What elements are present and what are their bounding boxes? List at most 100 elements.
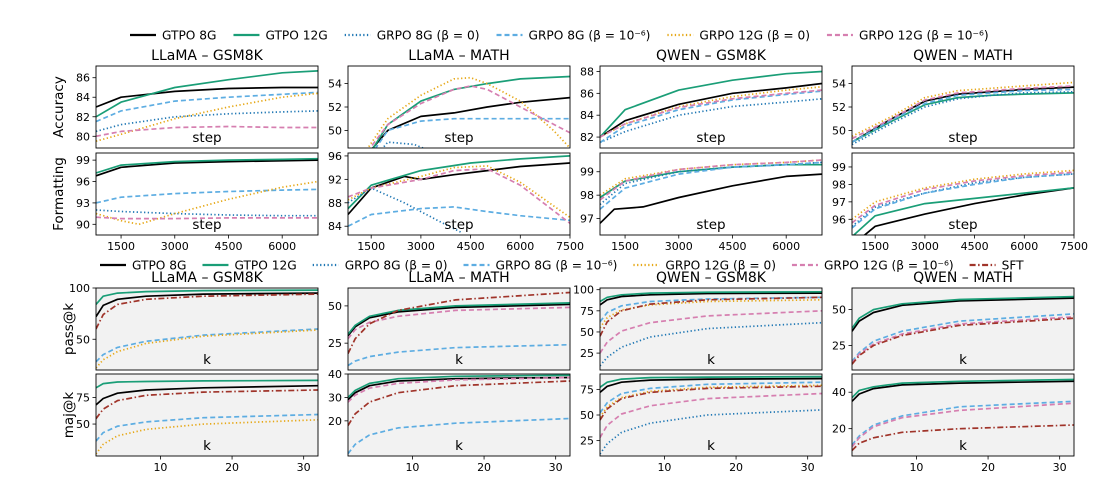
series-group <box>852 378 1074 452</box>
series-line-grpo-12g-0 <box>96 180 318 226</box>
axes-frame <box>347 152 571 236</box>
x-tick-label: 20 <box>981 461 995 474</box>
y-tick-label: 100 <box>69 282 90 295</box>
panel-accuracy-llama-math: 50 52 54 step LLaMA – MATH <box>328 48 571 149</box>
series-line-sft <box>600 296 822 337</box>
series-group <box>96 70 318 143</box>
y-tick-label: 52 <box>832 101 846 114</box>
panel-maj-llama-math: 20 30 40 10 20 30 k <box>328 368 571 474</box>
legend-label: GTPO 12G <box>234 259 296 273</box>
plot-area <box>348 288 570 370</box>
series-line-grpo-12g-0 <box>600 298 822 329</box>
y-tick-label: 75 <box>580 305 594 318</box>
panel-accuracy-llama-gsm8k: 80 82 84 86 step LLaMA – GSM8K <box>76 48 319 149</box>
series-line-gtpo-12g <box>852 187 1074 235</box>
x-tick-label: 10 <box>405 461 419 474</box>
inner-axis-label: step <box>444 130 473 146</box>
series-line-grpo-12g-10 <box>600 392 822 439</box>
series-line-gtpo-8g <box>600 82 822 138</box>
series-line-sft <box>96 389 318 420</box>
axes-frame <box>95 287 319 371</box>
series-line-gtpo-8g <box>96 159 318 177</box>
x-tick-label: 1500 <box>861 240 889 253</box>
series-line-grpo-8g-0 <box>381 141 426 148</box>
y-tick-label: 25 <box>328 337 342 350</box>
panel-title: LLaMA – MATH <box>408 270 509 286</box>
series-group <box>348 374 570 455</box>
y-tick-label: 50 <box>832 124 846 137</box>
row-label-maj-k: maj@k <box>61 392 77 439</box>
series-line-grpo-12g-10 <box>852 171 1074 224</box>
series-line-sft <box>852 424 1074 452</box>
series-group <box>96 379 318 455</box>
series-line-grpo-8g-10 <box>96 188 318 204</box>
y-tick-label: 30 <box>328 391 342 404</box>
x-tick-label: 30 <box>801 461 815 474</box>
y-tick-label: 52 <box>328 101 342 114</box>
series-group <box>852 81 1074 146</box>
inner-axis-label: k <box>959 438 967 454</box>
panel-accuracy-qwen-math: 50 52 54 step QWEN – MATH <box>832 48 1075 149</box>
y-tick-label: 25 <box>832 340 846 353</box>
legend-label: GRPO 12G (β = 10⁻⁶) <box>859 29 989 43</box>
series-line-gtpo-12g <box>96 70 318 118</box>
y-tick-label: 96 <box>328 150 342 163</box>
row-labels: Accuracy Formatting pass@k maj@k <box>51 76 77 438</box>
panel-pass-qwen-math: 25 50 k QWEN – MATH <box>832 270 1075 371</box>
series-line-grpo-12g-10 <box>96 216 318 220</box>
y-tick-label: 97 <box>580 213 594 226</box>
legend-entry-grpo-8g-10: GRPO 8G (β = 10⁻⁶) <box>463 259 617 273</box>
series-line-grpo-8g-10 <box>600 161 822 210</box>
series-line-gtpo-8g <box>852 380 1074 402</box>
series-line-grpo-8g-10 <box>96 328 318 363</box>
series-line-grpo-8g-0 <box>600 97 822 144</box>
legend-label: GRPO 8G (β = 10⁻⁶) <box>529 29 651 43</box>
y-tick-label: 54 <box>328 78 342 91</box>
series-group <box>852 295 1074 365</box>
panel-accuracy-qwen-gsm8k: 82 84 86 88 step QWEN – GSM8K <box>580 48 823 149</box>
panel-formatting-llama-math: 84 88 92 96 1500 3000 4500 6000 7500 step <box>328 150 584 253</box>
inner-axis-label: k <box>959 352 967 368</box>
panel-formatting-qwen-gsm8k: 97 98 99 1500 3000 4500 6000 step <box>580 152 823 253</box>
y-tick-label: 99 <box>76 154 90 167</box>
legend-top: GTPO 8G GTPO 12G GRPO 8G (β = 0) GRPO 8G (β… <box>130 29 989 43</box>
series-line-gtpo-8g <box>96 384 318 406</box>
y-tick-label: 20 <box>832 423 846 436</box>
legend-label: GTPO 8G <box>162 29 216 43</box>
panel-maj-qwen-gsm8k: 25 50 75 10 20 30 k <box>580 373 823 474</box>
y-tick-label: 99 <box>580 166 594 179</box>
x-tick-label: 3000 <box>911 240 939 253</box>
series-line-gtpo-8g <box>852 297 1074 332</box>
legend-label: GTPO 12G <box>265 29 327 43</box>
series-group <box>366 75 570 148</box>
inner-axis-label: step <box>444 217 473 233</box>
series-line-grpo-8g-10 <box>852 313 1074 362</box>
y-tick-label: 82 <box>76 111 90 124</box>
y-tick-label: 25 <box>580 347 594 360</box>
panel-title: LLaMA – MATH <box>408 48 509 64</box>
series-line-gtpo-12g <box>96 379 318 389</box>
x-tick-label: 10 <box>657 461 671 474</box>
legend-entry-gtpo-12g: GTPO 12G <box>233 29 328 43</box>
inner-axis-label: step <box>948 130 977 146</box>
inner-axis-label: k <box>203 352 211 368</box>
x-tick-label: 4500 <box>961 240 989 253</box>
series-line-grpo-8g-10 <box>852 400 1074 446</box>
panel-title: QWEN – GSM8K <box>656 48 767 64</box>
x-tick-label: 6000 <box>506 240 534 253</box>
axes-frame <box>851 373 1075 457</box>
series-line-gtpo-12g <box>600 70 822 138</box>
series-line-gtpo-8g <box>96 86 318 108</box>
inner-axis-label: step <box>948 217 977 233</box>
series-line-grpo-8g-10 <box>96 413 318 442</box>
series-line-gtpo-8g <box>600 377 822 394</box>
y-tick-label: 97 <box>832 196 846 209</box>
x-tick-label: 1500 <box>107 240 135 253</box>
series-line-grpo-8g-10 <box>600 90 822 144</box>
series-line-gtpo-8g <box>863 187 1074 235</box>
y-tick-label: 86 <box>76 72 90 85</box>
plot-area <box>600 66 822 148</box>
y-tick-label: 92 <box>328 173 342 186</box>
